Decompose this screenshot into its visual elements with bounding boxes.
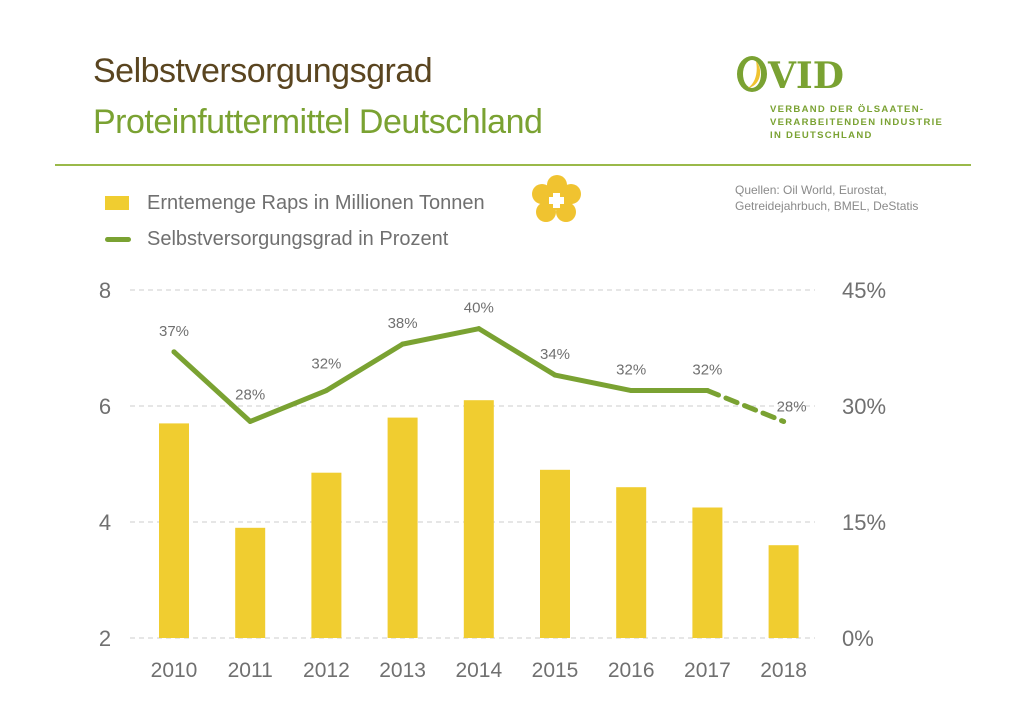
- bar-2017: [692, 507, 723, 638]
- line-point-2011: [247, 418, 253, 424]
- x-axis-tick-label: 2012: [303, 659, 350, 682]
- line-point-2014: [476, 326, 482, 332]
- data-label-2018: 28%: [777, 398, 807, 415]
- sources-line: Quellen: Oil World, Eurostat,: [735, 183, 887, 197]
- data-label-2015: 34%: [540, 346, 570, 363]
- line-point-2015: [552, 372, 558, 378]
- legend-label: Selbstversorgungsgrad in Prozent: [147, 227, 449, 250]
- x-axis-tick-label: 2016: [608, 659, 655, 682]
- bar-2016: [616, 487, 647, 638]
- header-divider: [55, 164, 971, 166]
- axis-layer: 2 4 6 8 0% 15% 30% 45% 2010 2011 2012 2013 2014 2015 2…: [99, 278, 886, 682]
- line-point-2016: [628, 388, 634, 394]
- bar-2010: [159, 423, 189, 638]
- x-axis-tick-label: 2015: [532, 659, 579, 682]
- logo-subtitle-line: VERBAND DER ÖLSAATEN-: [770, 104, 925, 115]
- line-point-2012: [323, 388, 329, 394]
- legend: Erntemenge Raps in Millionen Tonnen Selb…: [105, 185, 485, 257]
- bar-layer: [159, 400, 799, 638]
- line-layer: [171, 326, 787, 424]
- ovid-logo-icon: VID: [737, 55, 844, 97]
- left-axis-tick-label: 4: [99, 510, 111, 535]
- x-axis-tick-label: 2013: [379, 659, 426, 682]
- label-layer: 37% 28% 32% 38% 40% 34% 32% 32% 28%: [159, 300, 807, 416]
- logo-wordmark-rest: VID: [767, 55, 844, 96]
- sources-note: Quellen: Oil World, Eurostat, Getreideja…: [735, 182, 918, 214]
- legend-item-bar: Erntemenge Raps in Millionen Tonnen: [105, 185, 485, 221]
- data-label-2010: 37%: [159, 323, 189, 340]
- line-point-2018: [781, 418, 787, 424]
- sources-line: Getreidejahrbuch, BMEL, DeStatis: [735, 199, 919, 213]
- data-label-2013: 38%: [388, 315, 418, 332]
- logo-subtitle: VERBAND DER ÖLSAATEN- VERARBEITENDEN IND…: [770, 103, 943, 142]
- left-axis-tick-label: 2: [99, 626, 111, 651]
- line-series-dashed-segment: [704, 388, 787, 424]
- right-axis-tick-label: 15%: [842, 510, 886, 535]
- bar-2013: [387, 417, 418, 638]
- chart-title-line1: Selbstversorgungsgrad: [93, 52, 433, 90]
- line-point-2017: [704, 388, 710, 394]
- x-axis-tick-label: 2014: [455, 659, 502, 682]
- bar-2014: [463, 400, 494, 638]
- x-axis-tick-label: 2010: [151, 659, 198, 682]
- data-label-2016: 32%: [616, 362, 646, 379]
- line-point-2010: [171, 349, 177, 355]
- legend-label: Erntemenge Raps in Millionen Tonnen: [147, 191, 485, 214]
- left-axis-tick-label: 8: [99, 278, 111, 303]
- bar-2011: [235, 527, 266, 638]
- line-point-2013: [400, 341, 406, 347]
- data-label-2014: 40%: [464, 300, 494, 317]
- right-axis-tick-label: 30%: [842, 394, 886, 419]
- ovid-logo: VID: [734, 52, 854, 100]
- line-series-solid: [171, 326, 710, 424]
- line-swatch-icon: [105, 236, 131, 242]
- data-label-2011: 28%: [235, 386, 265, 403]
- chart-title-line2: Proteinfuttermittel Deutschland: [93, 103, 543, 141]
- left-axis-tick-label: 6: [99, 394, 111, 419]
- rapeseed-flower-icon: [531, 174, 583, 228]
- bar-2018: [768, 545, 799, 638]
- bar-2015: [540, 469, 570, 638]
- x-axis-tick-label: 2018: [760, 659, 807, 682]
- right-axis-tick-label: 0%: [842, 626, 874, 651]
- legend-item-line: Selbstversorgungsgrad in Prozent: [105, 221, 485, 257]
- data-label-2017: 32%: [692, 362, 722, 379]
- bar-swatch-icon: [105, 196, 129, 210]
- logo-subtitle-line: IN DEUTSCHLAND: [770, 130, 873, 141]
- bar-2012: [311, 472, 342, 638]
- x-axis-tick-label: 2017: [684, 659, 731, 682]
- right-axis-tick-label: 45%: [842, 278, 886, 303]
- logo-subtitle-line: VERARBEITENDEN INDUSTRIE: [770, 117, 944, 128]
- data-label-2012: 32%: [311, 356, 341, 373]
- x-axis-tick-label: 2011: [228, 659, 273, 682]
